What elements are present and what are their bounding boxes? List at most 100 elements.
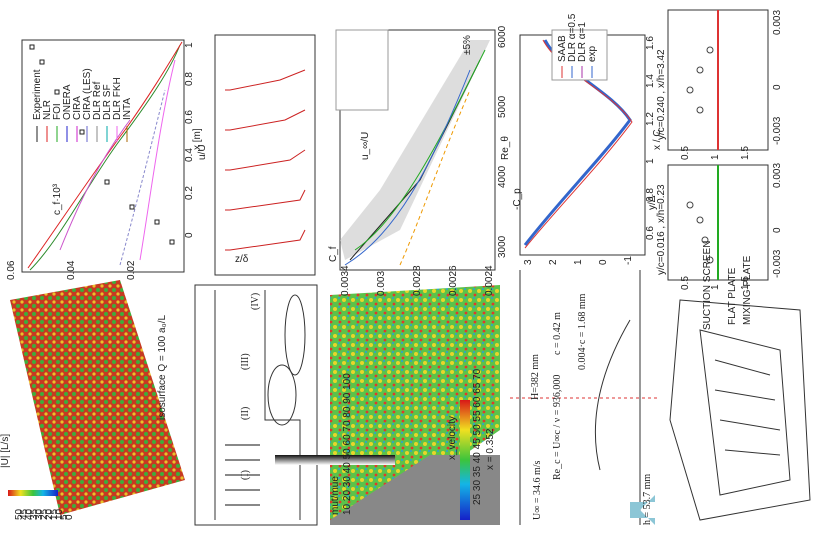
y-label: c_f·10³	[52, 183, 63, 215]
colorbar-tick: 50	[14, 508, 25, 520]
top-label: u_∞/U	[360, 132, 371, 160]
legend-entry: SAAB	[557, 35, 568, 62]
legend-entry: NLR	[42, 100, 53, 120]
marker	[696, 216, 704, 224]
height: H=382 mm	[530, 354, 541, 400]
marker	[696, 106, 704, 114]
x-label: Re_θ	[500, 136, 511, 160]
flow-image	[10, 280, 185, 515]
tunnel-panel: SUCTION SCREEN FLAT PLATE MIXING PLATE	[669, 241, 811, 521]
marker	[706, 256, 714, 264]
legend-entry: DLR SF	[102, 84, 113, 120]
x-tick-label: -0.003	[772, 116, 783, 145]
y-tick-label: 0.04	[66, 260, 77, 280]
airfoil-panel: Re_c = U∞c / ν = 936,000 c = 0.42 m H=38…	[510, 270, 660, 525]
label: FLAT PLATE	[727, 267, 738, 325]
marker	[169, 239, 175, 245]
marker	[686, 86, 694, 94]
velocity-panel: x_velocity 25 30 35 40 45 50 55 60 65 70…	[275, 285, 500, 525]
chord: c = 0.42 m	[552, 312, 563, 355]
colorbar-label: x_velocity	[447, 416, 458, 460]
marker	[686, 201, 694, 209]
colorbar-ticks: 25 30 35 40 45 50 55 60 65 70	[472, 368, 483, 505]
region: (III)	[240, 353, 251, 370]
caption: isosurface Q = 100 a₀/L	[157, 315, 168, 420]
marker	[129, 204, 135, 210]
curve	[399, 89, 471, 266]
marker	[39, 59, 45, 65]
x-label: x / C	[652, 129, 663, 150]
arrow	[630, 495, 655, 525]
legend-entry: CIRA (LES)	[82, 68, 93, 120]
curve	[354, 49, 486, 251]
y-tick-label: 0.02	[126, 260, 137, 280]
cf-panel: ±5% u_∞/U C_f Re_θ	[328, 29, 511, 271]
airfoil	[594, 319, 631, 471]
x-tick-label: 0	[772, 84, 783, 90]
x-tick-label: 0.6	[645, 226, 656, 240]
skin-friction-panel: c_f·10³ x [m] Experiment NLR FOI ONERA CIRA C…	[21, 39, 203, 273]
legend-entry: INTA	[122, 98, 133, 120]
profile-pair-panel: y/c=0.016 , x/h=0.23 y/c=0.240 , x/h=3.4…	[647, 9, 783, 290]
bubble	[284, 294, 306, 376]
colorbar	[8, 490, 58, 496]
marker	[706, 46, 714, 54]
x-tick-label: 1.6	[645, 36, 656, 50]
region: (I)	[240, 470, 251, 480]
profile	[225, 69, 306, 91]
profile	[225, 109, 306, 131]
wall	[264, 290, 301, 520]
velocity: U∞ = 34.6 m/s	[532, 460, 543, 520]
x-tick-label: 1.4	[645, 74, 656, 88]
title: y/c=0.016 , x/h=0.23	[656, 184, 667, 275]
body	[330, 455, 500, 525]
axes-frame	[339, 29, 496, 271]
curve	[27, 41, 183, 269]
legend-box	[335, 29, 389, 111]
y-tick-label: 0.0028	[412, 265, 423, 296]
marker	[54, 89, 60, 95]
marker	[154, 219, 160, 225]
profile	[225, 189, 306, 211]
legend-entry: DLR α=0.5	[567, 13, 578, 62]
y-tick-label: 0.0026	[448, 265, 459, 296]
step: h = 53.7 mm	[642, 474, 653, 525]
x-tick-label: 6000	[497, 25, 508, 48]
y-tick-label: 0.06	[6, 260, 17, 280]
y-tick-label: 0.003	[376, 271, 387, 296]
band	[340, 40, 490, 260]
legend-entry: exp	[587, 45, 598, 62]
x-tick-label: 1.2	[645, 112, 656, 126]
colorbar-tick: 25	[39, 508, 50, 520]
profile	[225, 149, 306, 171]
y-tick-label: 0	[598, 259, 609, 265]
frame	[194, 284, 318, 526]
colorbar-tick: 40	[24, 508, 35, 520]
y-tick-label: 1	[710, 154, 721, 160]
x-tick-label: -0.003	[772, 249, 783, 278]
gap: 0.004·c = 1.68 mm	[577, 293, 588, 370]
x-tick-label: 0.4	[184, 148, 195, 162]
marker	[104, 179, 110, 185]
x-label: x [m]	[192, 128, 203, 150]
marker	[29, 44, 35, 50]
y-tick-label: 0.0024	[484, 265, 495, 296]
y-tick-label: 1	[710, 284, 721, 290]
x-tick-label: 0.8	[184, 72, 195, 86]
legend-entry: DLR α=1	[577, 22, 588, 62]
legend-entry: DLR Ref	[92, 81, 103, 120]
legend-entry: CIRA	[72, 96, 83, 120]
x-tick-label: 0.003	[772, 163, 783, 188]
axes-frame	[21, 39, 185, 273]
label: MIXING PLATE	[742, 255, 753, 325]
region: (II)	[240, 407, 251, 420]
y-tick-label: 3	[523, 259, 534, 265]
colorbar-tick: 30	[34, 508, 45, 520]
curve	[139, 59, 176, 261]
colorbar-tick: 20	[44, 508, 55, 520]
curve	[119, 89, 166, 266]
curve	[59, 119, 131, 251]
marker	[79, 129, 85, 135]
region: (IV)	[250, 293, 261, 310]
